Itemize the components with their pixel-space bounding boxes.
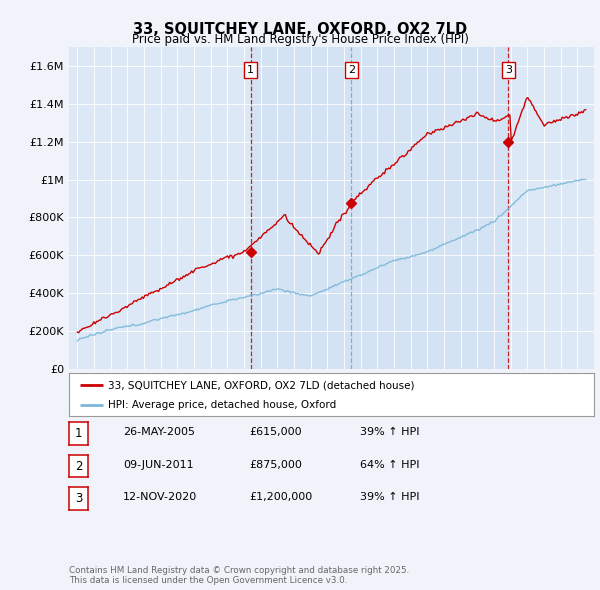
Text: 26-MAY-2005: 26-MAY-2005 — [123, 428, 195, 437]
Text: £615,000: £615,000 — [249, 428, 302, 437]
Bar — [251, 47, 508, 369]
Text: 33, SQUITCHEY LANE, OXFORD, OX2 7LD (detached house): 33, SQUITCHEY LANE, OXFORD, OX2 7LD (det… — [109, 381, 415, 391]
Text: 3: 3 — [75, 492, 82, 505]
Text: 1: 1 — [75, 427, 82, 440]
Text: Price paid vs. HM Land Registry's House Price Index (HPI): Price paid vs. HM Land Registry's House … — [131, 33, 469, 46]
Text: 39% ↑ HPI: 39% ↑ HPI — [360, 493, 419, 502]
Text: 09-JUN-2011: 09-JUN-2011 — [123, 460, 194, 470]
Text: HPI: Average price, detached house, Oxford: HPI: Average price, detached house, Oxfo… — [109, 400, 337, 410]
Text: 12-NOV-2020: 12-NOV-2020 — [123, 493, 197, 502]
Text: 2: 2 — [348, 65, 355, 75]
Text: 3: 3 — [505, 65, 512, 75]
Text: £1,200,000: £1,200,000 — [249, 493, 312, 502]
Text: 2: 2 — [75, 460, 82, 473]
Text: 64% ↑ HPI: 64% ↑ HPI — [360, 460, 419, 470]
Text: Contains HM Land Registry data © Crown copyright and database right 2025.
This d: Contains HM Land Registry data © Crown c… — [69, 566, 409, 585]
Text: 33, SQUITCHEY LANE, OXFORD, OX2 7LD: 33, SQUITCHEY LANE, OXFORD, OX2 7LD — [133, 22, 467, 37]
Text: 39% ↑ HPI: 39% ↑ HPI — [360, 428, 419, 437]
Text: 1: 1 — [247, 65, 254, 75]
Text: £875,000: £875,000 — [249, 460, 302, 470]
